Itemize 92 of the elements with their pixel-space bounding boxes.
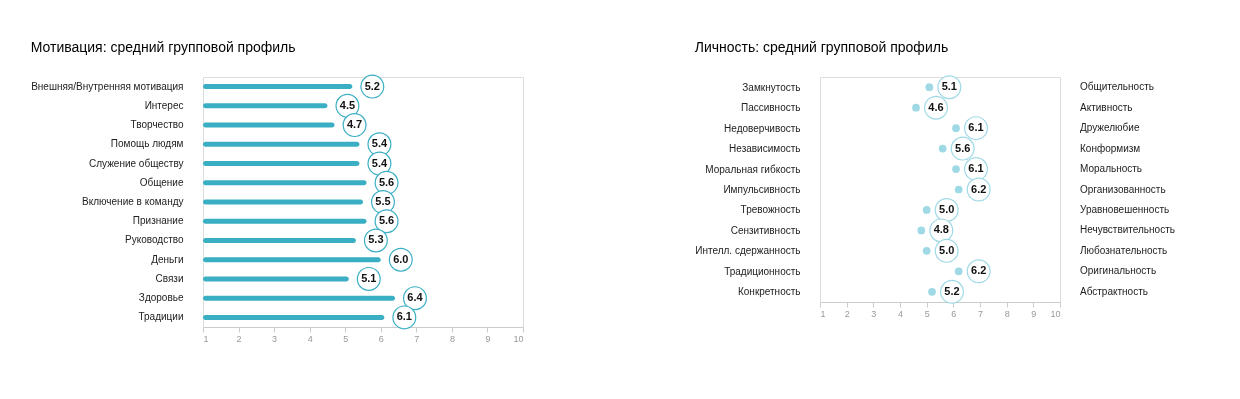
y2-tick-label: Абстрактность [1080,285,1148,297]
data-label: 5.1 [941,80,957,93]
data-label: 5.2 [364,79,380,92]
y2-tick-label: Общительность [1080,81,1154,93]
x-tick-label: 4 [307,333,313,344]
y-tick-label: Здоровье [138,292,184,304]
x-tick-label: 5 [924,308,930,319]
x-tick-label: 7 [977,308,984,319]
y-tick-label: Признание [132,215,184,227]
y-tick-label: Интелл. сдержанность [695,245,801,257]
x-tick-label: 1 [820,308,826,319]
point [922,206,931,214]
data-label: 5.5 [375,195,391,207]
data-label: 6.1 [968,162,984,175]
y-tick-label: Творчество [130,119,184,131]
y-tick-label: Связи [155,272,184,284]
data-label: 5.6 [955,141,971,154]
y-tick-label: Служение обществу [88,157,184,169]
y2-tick-label: Моральность [1080,163,1143,175]
data-label: 5.4 [371,156,388,169]
y-tick-label: Традиционность [724,265,801,277]
y2-tick-label: Оригинальность [1080,265,1157,277]
data-label: 5.0 [939,202,955,215]
data-label: 6.2 [971,182,987,195]
y-tick-label: Руководство [125,234,184,246]
y-tick-label: Независимость [729,143,801,155]
y-tick-label: Моральная гибкость [705,163,801,175]
point [954,267,963,276]
data-label: 6.4 [407,291,424,304]
point [938,144,947,153]
x-tick-label: 10 [513,333,524,344]
x-tick-label: 3 [272,333,278,344]
y2-tick-label: Активность [1080,101,1133,113]
y-tick-label: Общение [139,176,184,188]
x-tick-label: 1 [203,333,209,344]
point [952,165,960,173]
data-label: 5.1 [361,271,377,284]
point [952,124,960,132]
point [928,287,936,296]
y2-tick-label: Организованность [1080,183,1166,195]
y-tick-label: Помощь людям [110,138,184,150]
x-tick-label: 5 [343,333,349,344]
y-tick-label: Традиции [138,311,184,323]
x-tick-label: 6 [378,333,384,344]
x-tick-label: 6 [951,308,957,319]
x-tick-label: 4 [897,308,904,319]
data-label: 6.1 [968,121,984,134]
data-label: 5.3 [368,233,384,246]
y-tick-label: Деньги [151,253,184,265]
y-tick-label: Пассивность [740,102,801,114]
y-tick-label: Импульсивность [723,184,801,195]
data-label: 5.0 [939,243,955,256]
y-tick-label: Тревожность [740,204,801,216]
point [925,83,934,92]
x-tick-label: 2 [844,308,850,319]
chart-title: Личность: средний групповой профиль [694,39,949,56]
y2-tick-label: Уравновешенность [1080,203,1170,215]
x-tick-label: 10 [1050,308,1061,319]
x-tick-label: 9 [1031,308,1037,319]
point [917,226,926,235]
y2-tick-label: Нечувствительность [1080,224,1175,236]
x-tick-label: 8 [449,333,455,344]
x-tick-label: 8 [1004,308,1010,319]
y-tick-label: Конкретность [737,286,801,298]
y-tick-label: Включение в команду [82,196,184,207]
data-label: 5.6 [378,214,395,227]
x-tick-label: 2 [236,333,242,344]
x-tick-label: 3 [871,308,877,319]
point [922,247,931,255]
data-label: 5.4 [371,137,388,150]
y2-tick-label: Конформизм [1080,142,1141,154]
x-tick-label: 7 [414,333,420,344]
y-tick-label: Интерес [144,99,184,111]
data-label: 6.2 [971,264,987,277]
data-label: 4.7 [346,118,363,131]
point [912,103,920,112]
data-label: 4.5 [339,98,356,111]
data-label: 5.2 [944,284,960,297]
y-tick-label: Замкнутость [742,81,801,93]
chart-title: Мотивация: средний групповой профиль [30,38,296,55]
data-label: 4.6 [928,100,944,113]
y-tick-label: Сензитивность [730,224,801,236]
data-label: 6.0 [393,252,409,265]
x-tick-label: 9 [485,333,491,344]
y-tick-label: Недоверчивость [724,122,801,134]
data-label: 6.1 [396,310,412,323]
data-label: 5.6 [378,175,395,188]
y-tick-label: Внешняя/Внутренняя мотивация [31,80,184,92]
y2-tick-label: Дружелюбие [1080,122,1140,134]
point [954,185,963,194]
data-label: 4.8 [933,223,949,236]
y2-tick-label: Любознательность [1080,244,1168,256]
